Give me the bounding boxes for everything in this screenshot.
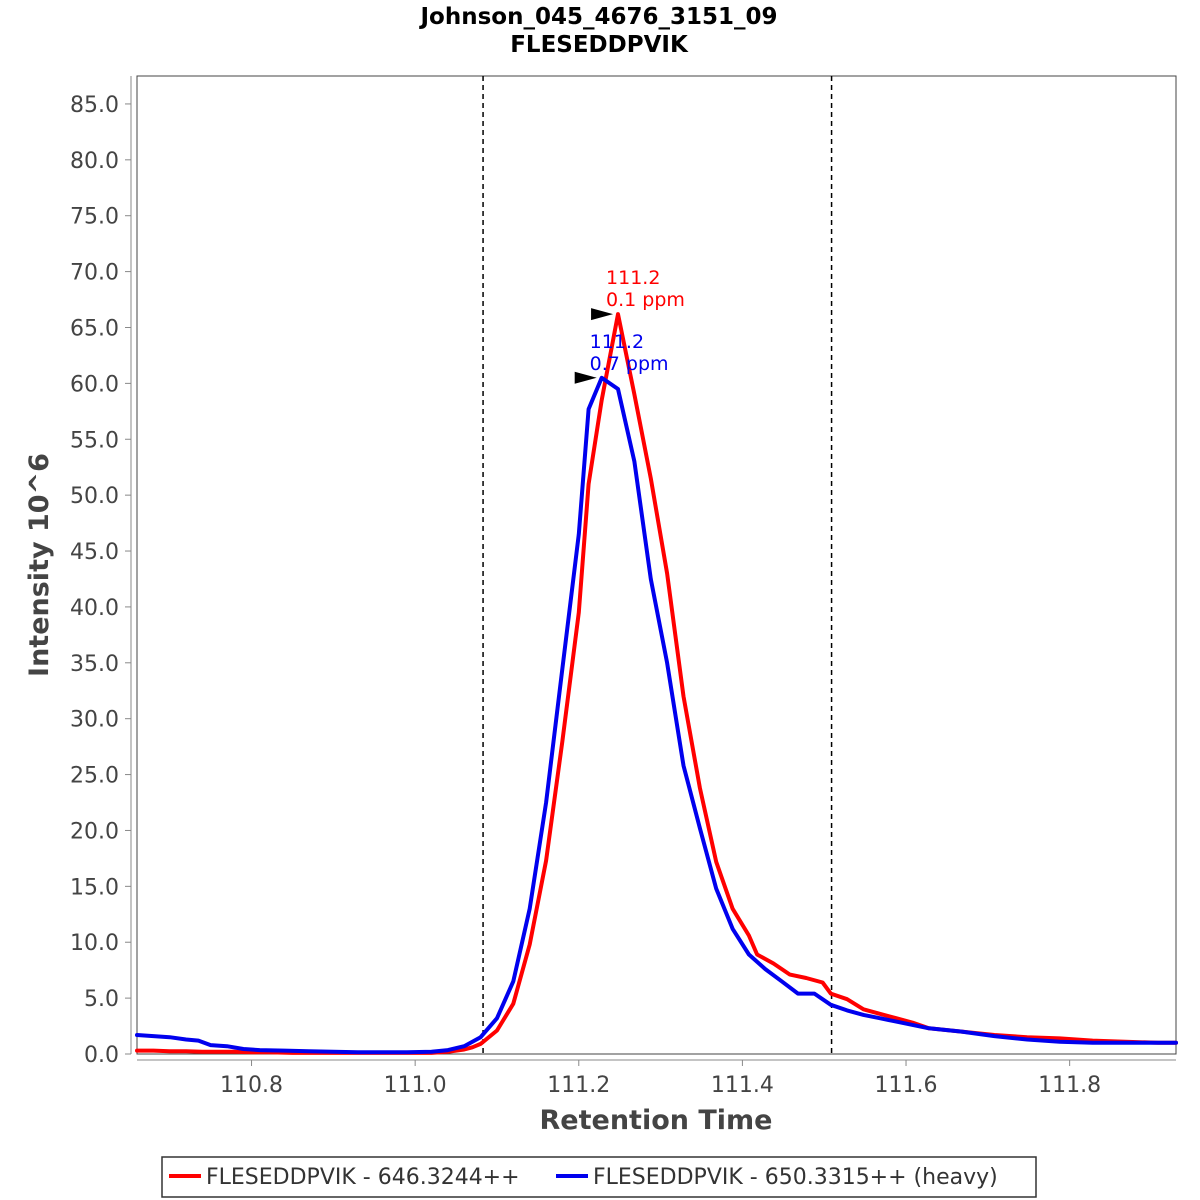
y-tick-label: 65.0 bbox=[70, 316, 119, 341]
y-tick-label: 35.0 bbox=[70, 652, 119, 677]
y-tick-label: 30.0 bbox=[70, 708, 119, 733]
y-tick-label: 55.0 bbox=[70, 428, 119, 453]
y-tick-label: 10.0 bbox=[70, 931, 119, 956]
x-tick-label: 111.6 bbox=[875, 1073, 938, 1098]
y-tick-label: 75.0 bbox=[70, 205, 119, 230]
legend-box bbox=[161, 1156, 1037, 1198]
x-tick-label: 110.8 bbox=[220, 1073, 283, 1098]
peak-rt-label: 111.2 bbox=[590, 331, 644, 353]
legend-label-light: FLESEDDPVIK - 646.3244++ bbox=[206, 1165, 520, 1190]
peak-ppm-label: 0.1 ppm bbox=[606, 289, 685, 311]
legend-label-heavy: FLESEDDPVIK - 650.3315++ (heavy) bbox=[593, 1165, 998, 1190]
x-tick-label: 111.4 bbox=[711, 1073, 774, 1098]
chart-title: Johnson_045_4676_3151_09 bbox=[418, 4, 777, 30]
y-tick-label: 20.0 bbox=[70, 819, 119, 844]
series-line-heavy bbox=[135, 375, 1178, 1055]
series-lines bbox=[135, 312, 1178, 1055]
y-tick-label: 0.0 bbox=[84, 1043, 119, 1068]
y-tick-label: 15.0 bbox=[70, 875, 119, 900]
y-tick-label: 50.0 bbox=[70, 484, 119, 509]
y-tick-label: 40.0 bbox=[70, 596, 119, 621]
y-tick-label: 70.0 bbox=[70, 261, 119, 286]
integration-boundaries bbox=[482, 76, 833, 1054]
y-axis-label: Intensity 10^6 bbox=[24, 453, 55, 677]
peak-marker-arrow bbox=[574, 371, 597, 384]
y-tick-label: 60.0 bbox=[70, 372, 119, 397]
plot-area bbox=[136, 75, 1177, 1055]
y-tick-label: 45.0 bbox=[70, 540, 119, 565]
x-tick-label: 111.8 bbox=[1038, 1073, 1101, 1098]
peak-ppm-label: 0.7 ppm bbox=[590, 353, 669, 375]
x-tick-label: 111.0 bbox=[384, 1073, 447, 1098]
y-axis-ticks: 0.0 5.0 10.0 15.0 20.0 25.0 30.0 35.0 40.0 45.0 50… bbox=[70, 93, 131, 1068]
chart-subtitle: FLESEDDPVIK bbox=[510, 32, 689, 58]
y-tick-label: 85.0 bbox=[70, 93, 119, 118]
x-axis-ticks: 110.8 111.0 111.2 111.4 111.6 111.8 bbox=[220, 1060, 1101, 1098]
x-axis-label: Retention Time bbox=[540, 1105, 773, 1136]
x-tick-label: 111.2 bbox=[547, 1073, 610, 1098]
peak-marker-arrow bbox=[591, 308, 614, 321]
y-tick-label: 5.0 bbox=[84, 987, 119, 1012]
y-tick-label: 25.0 bbox=[70, 764, 119, 789]
legend: FLESEDDPVIK - 646.3244++ FLESEDDPVIK - 6… bbox=[161, 1156, 1037, 1198]
peak-rt-label: 111.2 bbox=[606, 267, 660, 289]
y-tick-label: 80.0 bbox=[70, 149, 119, 174]
